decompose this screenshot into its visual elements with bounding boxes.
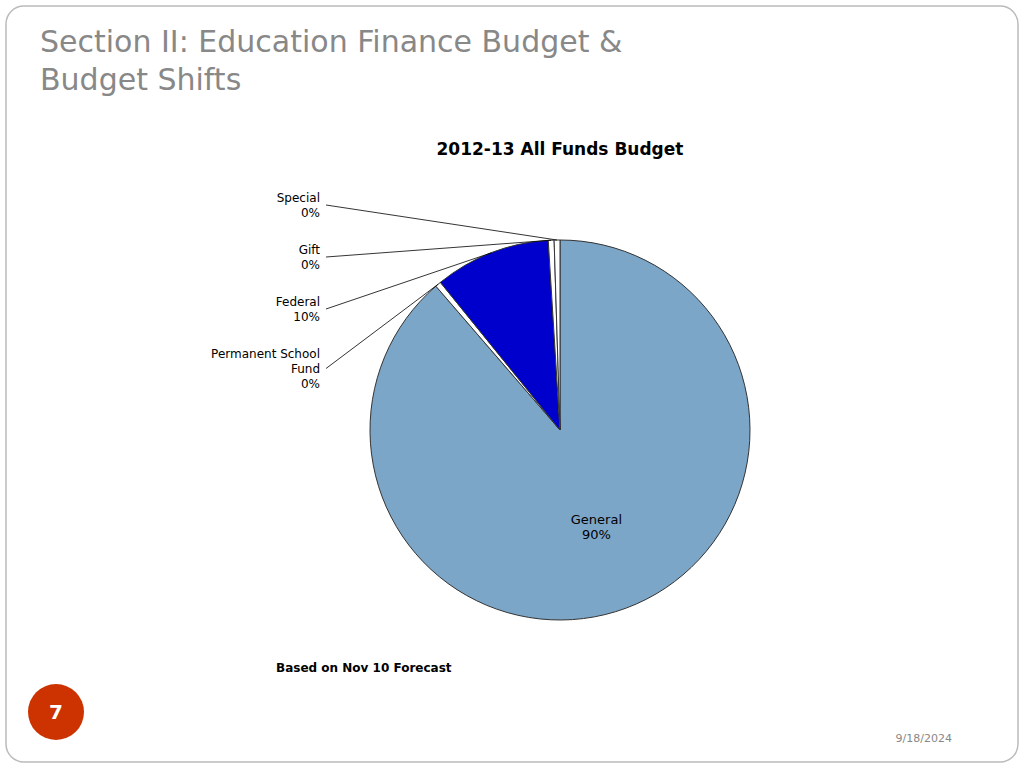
data-label-line: Special (277, 190, 320, 204)
data-label-line: Fund (291, 361, 320, 375)
data-label-line: 90% (582, 527, 611, 542)
slide: Section II: Education Finance Budget &Bu… (0, 0, 1024, 768)
data-label-line: Permanent School (211, 346, 320, 360)
slide-number: 7 (49, 700, 63, 724)
leader-line (326, 205, 557, 240)
slide-title: Section II: Education Finance Budget &Bu… (40, 24, 622, 97)
data-label-line: General (571, 512, 622, 527)
data-label: Special0% (277, 190, 320, 219)
slide-number-badge (28, 684, 84, 740)
slide-border (6, 6, 1018, 762)
slide-title-line: Section II: Education Finance Budget & (40, 24, 622, 59)
pie-slice (548, 240, 560, 430)
data-label: Permanent SchoolFund0% (211, 346, 320, 390)
data-label-line: 0% (301, 376, 320, 390)
data-label: Gift0% (299, 242, 321, 271)
pie-slice (554, 240, 560, 430)
data-labels: General90%Special0%Gift0%Federal10%Perma… (211, 190, 622, 542)
leader-line (326, 240, 551, 257)
data-label-line: 0% (301, 205, 320, 219)
chart-title: 2012-13 All Funds Budget (437, 139, 684, 159)
data-label-line: 0% (301, 257, 320, 271)
data-label-line: Federal (276, 294, 320, 308)
date-text: 9/18/2024 (896, 732, 952, 745)
data-label: Federal10% (276, 294, 320, 323)
pie-slice (440, 240, 560, 430)
leader-line (326, 253, 491, 309)
slide-title-line: Budget Shifts (40, 62, 241, 97)
data-label-line: 10% (293, 309, 320, 323)
pie (370, 240, 750, 620)
footnote: Based on Nov 10 Forecast (276, 661, 452, 675)
pie-slice (370, 240, 750, 620)
data-label-line: Gift (299, 242, 321, 256)
leader-line (326, 284, 438, 368)
data-label: General90% (571, 512, 622, 542)
